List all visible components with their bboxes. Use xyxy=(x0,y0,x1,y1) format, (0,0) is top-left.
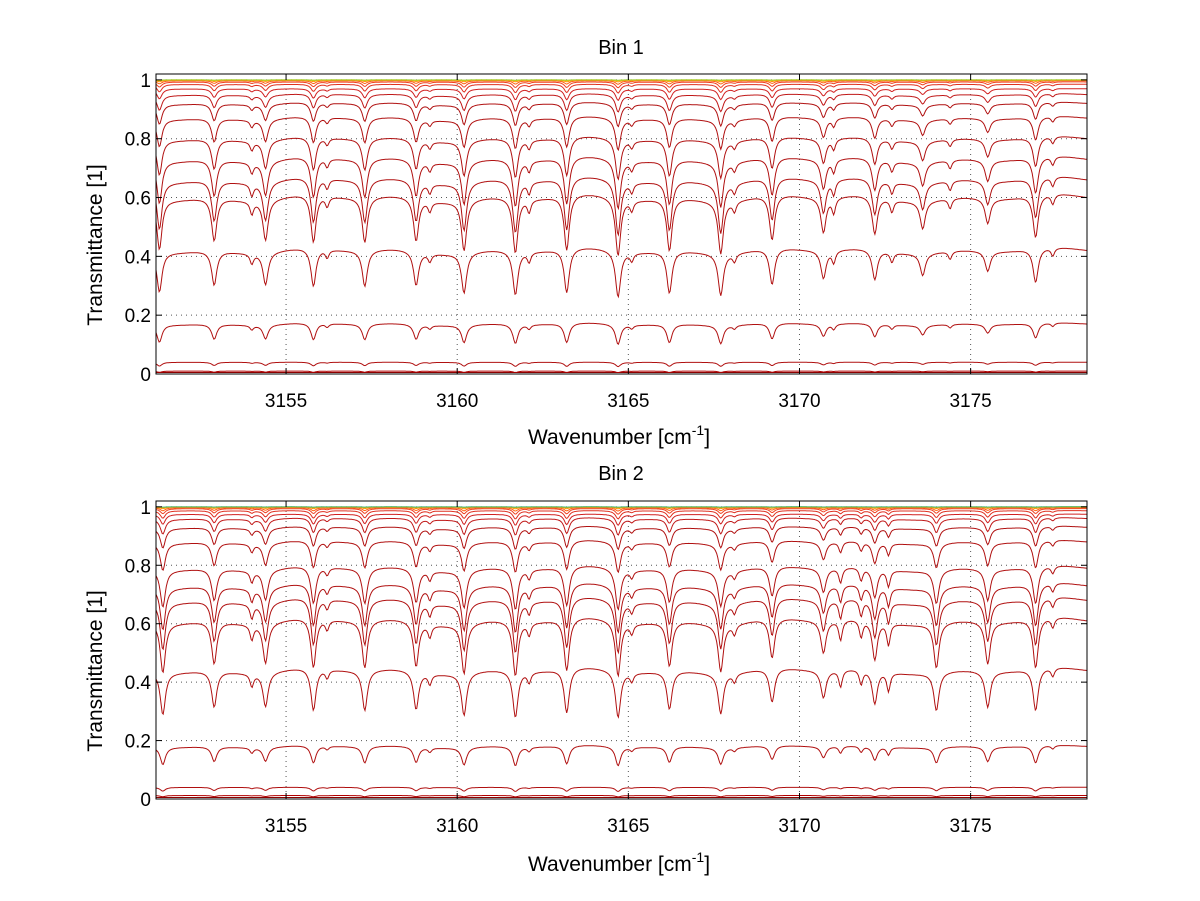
x-tick-label: 3165 xyxy=(607,816,649,837)
x-axis-label: Wavenumber [cm-1] xyxy=(528,849,710,876)
series-line-15 xyxy=(155,80,1087,85)
y-tick-label: 0 xyxy=(140,790,151,811)
axes-box xyxy=(155,500,1088,800)
series-line-13 xyxy=(155,510,1087,520)
series-line-10 xyxy=(155,525,1087,551)
y-tick-label: 0.6 xyxy=(125,615,151,636)
series-line-11 xyxy=(155,517,1087,536)
y-tick-label: 0.2 xyxy=(125,306,151,327)
series-line-1 xyxy=(155,795,1087,798)
series-line-3 xyxy=(155,322,1087,346)
ticks: 3155 3160 3165 3170 3175 0 0.2 0.4 0.6 0.8 1 xyxy=(125,71,1087,412)
y-axis-label: Transmittance [1] xyxy=(84,164,107,325)
subplot-bin-2: Bin 2 3155 3160 3165 3170 3175 0 0.2 0.4 0.6 0.8 1… xyxy=(84,463,1088,876)
series-line-12 xyxy=(155,88,1087,101)
series-line-9 xyxy=(155,116,1088,152)
x-tick-label: 3155 xyxy=(265,816,307,837)
x-axis-label: Wavenumber [cm-1] xyxy=(528,422,710,449)
series-line-2 xyxy=(155,361,1087,368)
series-line-7 xyxy=(155,583,1088,635)
y-axis-label: Transmittance [1] xyxy=(84,590,107,751)
y-tick-label: 1 xyxy=(140,498,151,519)
plot-title: Bin 1 xyxy=(598,37,644,59)
series-line-6 xyxy=(155,597,1088,655)
series-line-2 xyxy=(155,786,1087,792)
y-tick-label: 0.6 xyxy=(125,189,151,210)
ticks: 3155 3160 3165 3170 3175 0 0.2 0.4 0.6 0.8 1 xyxy=(125,498,1087,837)
x-tick-label: 3175 xyxy=(949,391,991,412)
x-tick-label: 3165 xyxy=(607,391,649,412)
series-line-13 xyxy=(155,83,1087,94)
series-line-5 xyxy=(155,194,1088,256)
series-line-1 xyxy=(155,370,1087,374)
y-tick-label: 0.8 xyxy=(125,556,151,577)
series-group xyxy=(155,506,1088,798)
series-line-7 xyxy=(155,156,1088,211)
y-tick-label: 0.2 xyxy=(125,732,151,753)
series-line-10 xyxy=(155,101,1087,128)
series-line-11 xyxy=(155,93,1087,113)
y-tick-label: 0 xyxy=(140,365,151,386)
series-line-8 xyxy=(155,565,1088,611)
series-line-5 xyxy=(155,617,1088,678)
x-tick-label: 3160 xyxy=(436,816,478,837)
series-line-4 xyxy=(155,667,1088,719)
series-line-12 xyxy=(155,513,1087,526)
axes-box xyxy=(155,73,1088,375)
y-tick-label: 0.4 xyxy=(125,247,152,268)
series-line-9 xyxy=(155,539,1087,574)
plot-title: Bin 2 xyxy=(598,463,644,485)
y-tick-label: 1 xyxy=(140,71,151,92)
series-line-14 xyxy=(155,81,1087,89)
series-line-15 xyxy=(155,507,1087,512)
series-line-3 xyxy=(155,745,1087,767)
y-tick-label: 0.4 xyxy=(125,673,152,694)
x-tick-label: 3170 xyxy=(778,391,820,412)
series-line-14 xyxy=(155,508,1087,515)
series-line-6 xyxy=(155,176,1088,237)
x-tick-label: 3170 xyxy=(778,816,820,837)
series-line-4 xyxy=(155,247,1088,299)
y-tick-label: 0.8 xyxy=(125,130,151,151)
x-tick-label: 3160 xyxy=(436,391,478,412)
x-tick-label: 3175 xyxy=(949,816,991,837)
x-tick-label: 3155 xyxy=(265,391,307,412)
subplot-bin-1: Bin 1 3155 3160 3165 3170 3175 0 0.2 0.4 0.6 0.8 1… xyxy=(84,37,1088,449)
series-group xyxy=(155,79,1088,374)
series-line-8 xyxy=(155,136,1088,181)
